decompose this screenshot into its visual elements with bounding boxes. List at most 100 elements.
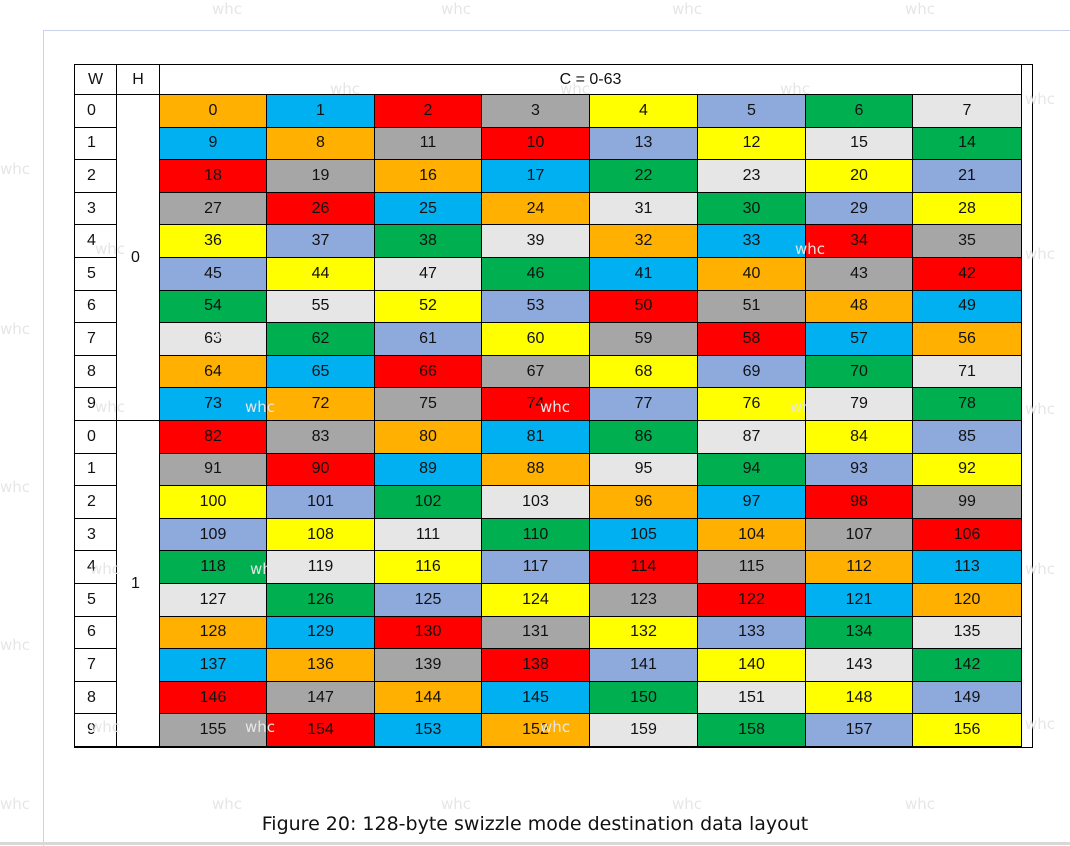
w-label: 5	[75, 584, 117, 617]
data-cell: 114	[590, 551, 698, 584]
data-cell: 147	[267, 681, 375, 715]
data-cell: 49	[913, 290, 1022, 324]
data-cell: 74	[482, 388, 590, 421]
data-cell: 109	[160, 518, 267, 552]
data-cell: 155	[160, 714, 267, 747]
data-cell: 25	[375, 192, 482, 226]
data-cell: 57	[806, 323, 913, 356]
data-cell: 16	[375, 160, 482, 193]
w-label: 5	[75, 258, 117, 291]
watermark: whc	[540, 718, 571, 736]
w-label: 8	[75, 681, 117, 715]
data-cell: 9	[160, 127, 267, 161]
data-cell: 36	[160, 225, 267, 258]
data-cell: 140	[698, 649, 806, 682]
data-cell: 27	[160, 192, 267, 226]
data-cell: 152	[482, 714, 590, 747]
data-cell: 127	[160, 584, 267, 617]
data-cell: 76	[698, 388, 806, 421]
w-label: 3	[75, 192, 117, 226]
data-cell: 75	[375, 388, 482, 421]
data-cell: 116	[375, 551, 482, 584]
w-label: 6	[75, 290, 117, 324]
data-cell: 18	[160, 160, 267, 193]
data-cell: 0	[160, 95, 267, 128]
watermark: whc	[245, 398, 276, 416]
data-cell: 72	[267, 388, 375, 421]
data-cell: 19	[267, 160, 375, 193]
header-h: H	[117, 65, 160, 95]
data-cell: 119	[267, 551, 375, 584]
watermark: whc	[540, 240, 571, 258]
data-cell: 55	[267, 290, 375, 324]
data-cell: 79	[806, 388, 913, 421]
data-cell: 70	[806, 355, 913, 389]
data-cell: 20	[806, 160, 913, 193]
w-label: 8	[75, 355, 117, 389]
watermark: whc	[0, 478, 31, 496]
h-label: 1	[117, 421, 160, 747]
data-cell: 132	[590, 616, 698, 650]
watermark: whc	[795, 240, 826, 258]
data-cell: 67	[482, 355, 590, 389]
data-cell: 122	[698, 584, 806, 617]
data-cell: 158	[698, 714, 806, 747]
watermark: whc	[1025, 560, 1056, 578]
header-w: W	[75, 65, 117, 95]
data-cell: 22	[590, 160, 698, 193]
data-cell: 92	[913, 453, 1022, 487]
data-cell: 134	[806, 616, 913, 650]
watermark: whc	[215, 325, 246, 343]
watermark: whc	[212, 795, 243, 813]
data-cell: 130	[375, 616, 482, 650]
data-cell: 149	[913, 681, 1022, 715]
data-cell: 136	[267, 649, 375, 682]
data-cell: 8	[267, 127, 375, 161]
watermark: whc	[0, 160, 31, 178]
data-cell: 85	[913, 421, 1022, 454]
data-cell: 84	[806, 421, 913, 454]
watermark: whc	[905, 795, 936, 813]
data-cell: 77	[590, 388, 698, 421]
w-label: 6	[75, 616, 117, 650]
data-cell: 118	[160, 551, 267, 584]
header-c: C = 0-63	[160, 65, 1022, 95]
data-cell: 93	[806, 453, 913, 487]
data-cell: 83	[267, 421, 375, 454]
data-cell: 156	[913, 714, 1022, 747]
watermark: whc	[330, 80, 361, 98]
data-cell: 29	[806, 192, 913, 226]
data-cell: 69	[698, 355, 806, 389]
data-cell: 87	[698, 421, 806, 454]
data-cell: 78	[913, 388, 1022, 421]
data-cell: 64	[160, 355, 267, 389]
data-cell: 103	[482, 486, 590, 519]
data-cell: 43	[806, 258, 913, 291]
watermark: whc	[95, 240, 126, 258]
watermark: whc	[441, 795, 472, 813]
data-cell: 128	[160, 616, 267, 650]
w-label: 2	[75, 486, 117, 519]
data-cell: 28	[913, 192, 1022, 226]
data-cell: 91	[160, 453, 267, 487]
watermark: whc	[90, 560, 121, 578]
watermark: whc	[672, 0, 703, 18]
data-cell: 52	[375, 290, 482, 324]
data-cell: 148	[806, 681, 913, 715]
data-cell: 110	[482, 518, 590, 552]
w-label: 2	[75, 160, 117, 193]
w-label: 4	[75, 551, 117, 584]
data-cell: 35	[913, 225, 1022, 258]
data-cell: 108	[267, 518, 375, 552]
w-label: 9	[75, 388, 117, 421]
watermark: whc	[90, 718, 121, 736]
w-label: 9	[75, 714, 117, 747]
data-cell: 120	[913, 584, 1022, 617]
bottom-scrollbar	[0, 842, 1070, 845]
w-label: 7	[75, 649, 117, 682]
data-cell: 40	[698, 258, 806, 291]
w-label: 0	[75, 421, 117, 454]
data-cell: 71	[913, 355, 1022, 389]
figure-caption: Figure 20: 128-byte swizzle mode destina…	[261, 813, 809, 835]
